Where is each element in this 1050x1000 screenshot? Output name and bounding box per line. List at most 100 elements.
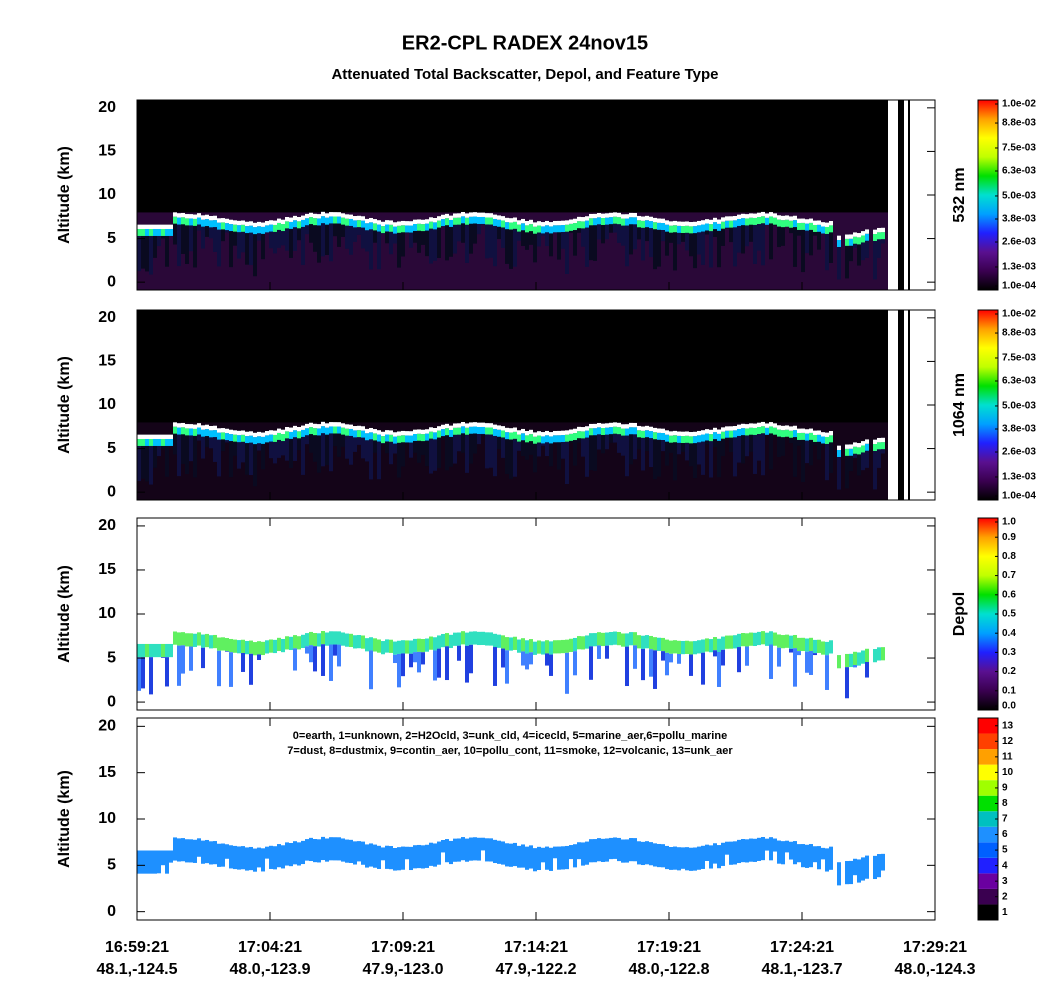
curtain-column bbox=[837, 450, 841, 457]
colorbar-tick-label: 1.0 bbox=[1002, 517, 1016, 528]
curtain-column bbox=[149, 657, 153, 695]
curtain-column bbox=[381, 641, 385, 655]
curtain-column bbox=[293, 215, 297, 221]
curtain-column bbox=[157, 224, 161, 229]
curtain-column bbox=[405, 846, 409, 860]
curtain-column bbox=[601, 218, 605, 225]
curtain-column bbox=[501, 426, 505, 458]
curtain-column bbox=[801, 432, 805, 440]
curtain-column bbox=[153, 643, 157, 658]
curtain-column bbox=[413, 429, 417, 453]
curtain-column bbox=[465, 213, 469, 263]
curtain-column bbox=[173, 212, 177, 217]
curtain-column bbox=[469, 212, 473, 254]
curtain-column bbox=[377, 434, 381, 442]
curtain-column bbox=[153, 438, 157, 446]
curtain-column bbox=[589, 213, 593, 219]
colorbar-tick-label: 9 bbox=[1002, 783, 1008, 794]
curtain-column bbox=[489, 838, 493, 862]
curtain-column bbox=[221, 428, 225, 452]
curtain-column bbox=[677, 654, 681, 664]
curtain-column bbox=[857, 233, 861, 266]
curtain-column bbox=[801, 222, 805, 230]
curtain-column bbox=[425, 219, 429, 257]
curtain-column bbox=[345, 214, 349, 219]
curtain-column bbox=[305, 213, 309, 219]
curtain-column bbox=[281, 429, 285, 435]
curtain-column bbox=[297, 842, 301, 866]
curtain-column bbox=[821, 226, 825, 234]
curtain-column bbox=[377, 639, 381, 653]
curtain-column bbox=[565, 845, 569, 870]
curtain-column bbox=[661, 223, 665, 230]
curtain-column bbox=[397, 431, 401, 436]
curtain-column bbox=[365, 218, 369, 252]
curtain-column bbox=[509, 428, 513, 479]
curtain-column bbox=[221, 637, 225, 651]
curtain-column bbox=[325, 632, 329, 646]
y-tick-label: 0 bbox=[107, 693, 116, 710]
curtain-column bbox=[837, 235, 841, 280]
y-tick-label: 0 bbox=[107, 483, 116, 500]
curtain-column bbox=[641, 220, 645, 228]
curtain-column bbox=[421, 224, 425, 232]
curtain-column bbox=[829, 640, 833, 654]
curtain-column bbox=[529, 652, 533, 665]
curtain-column bbox=[441, 219, 445, 227]
curtain-column bbox=[649, 221, 653, 229]
curtain-column bbox=[285, 636, 289, 650]
curtain-column bbox=[501, 841, 505, 865]
curtain-column bbox=[465, 645, 469, 683]
curtain-column bbox=[749, 423, 753, 428]
curtain-column bbox=[765, 213, 769, 218]
curtain-column bbox=[549, 432, 553, 437]
curtain-column bbox=[781, 635, 785, 649]
curtain-column bbox=[661, 218, 665, 224]
curtain-column bbox=[737, 424, 741, 429]
y-tick-label: 15 bbox=[98, 561, 116, 578]
curtain-column bbox=[685, 431, 689, 436]
curtain-column bbox=[493, 647, 497, 686]
curtain-column bbox=[185, 428, 189, 436]
curtain-column bbox=[741, 213, 745, 254]
curtain-column bbox=[281, 224, 285, 232]
curtain-column bbox=[321, 211, 325, 257]
curtain-column bbox=[217, 222, 221, 230]
curtain-column bbox=[837, 862, 841, 886]
curtain-column bbox=[821, 847, 825, 860]
curtain-column bbox=[757, 837, 761, 861]
curtain-column bbox=[485, 213, 489, 218]
curtain-column bbox=[205, 214, 209, 220]
curtain-column bbox=[753, 423, 757, 428]
curtain-column bbox=[809, 218, 813, 223]
curtain-column bbox=[253, 432, 257, 438]
curtain-column bbox=[277, 428, 281, 458]
curtain-column bbox=[585, 635, 589, 649]
curtain-column bbox=[733, 425, 737, 477]
curtain-column bbox=[753, 427, 757, 435]
curtain-column bbox=[281, 219, 285, 225]
curtain-column bbox=[709, 429, 713, 478]
curtain-column bbox=[269, 430, 273, 435]
curtain-column bbox=[621, 218, 625, 226]
curtain-column bbox=[193, 839, 197, 863]
y-tick-label: 0 bbox=[107, 903, 116, 920]
curtain-column bbox=[445, 423, 449, 429]
curtain-column bbox=[393, 222, 397, 227]
curtain-column bbox=[473, 837, 477, 861]
curtain-column bbox=[441, 429, 445, 437]
curtain-column bbox=[881, 232, 885, 240]
curtain-column bbox=[349, 839, 353, 864]
curtain-column bbox=[737, 214, 741, 219]
curtain-column bbox=[669, 435, 673, 443]
curtain-column bbox=[769, 422, 773, 427]
curtain-column bbox=[221, 218, 225, 223]
curtain-column bbox=[465, 217, 469, 225]
curtain-column bbox=[545, 435, 549, 443]
colorbar-band bbox=[978, 857, 998, 874]
curtain-column bbox=[737, 214, 741, 253]
curtain-column bbox=[425, 223, 429, 231]
curtain-column bbox=[585, 426, 589, 477]
curtain-column bbox=[157, 228, 161, 236]
curtain-column bbox=[377, 845, 381, 869]
